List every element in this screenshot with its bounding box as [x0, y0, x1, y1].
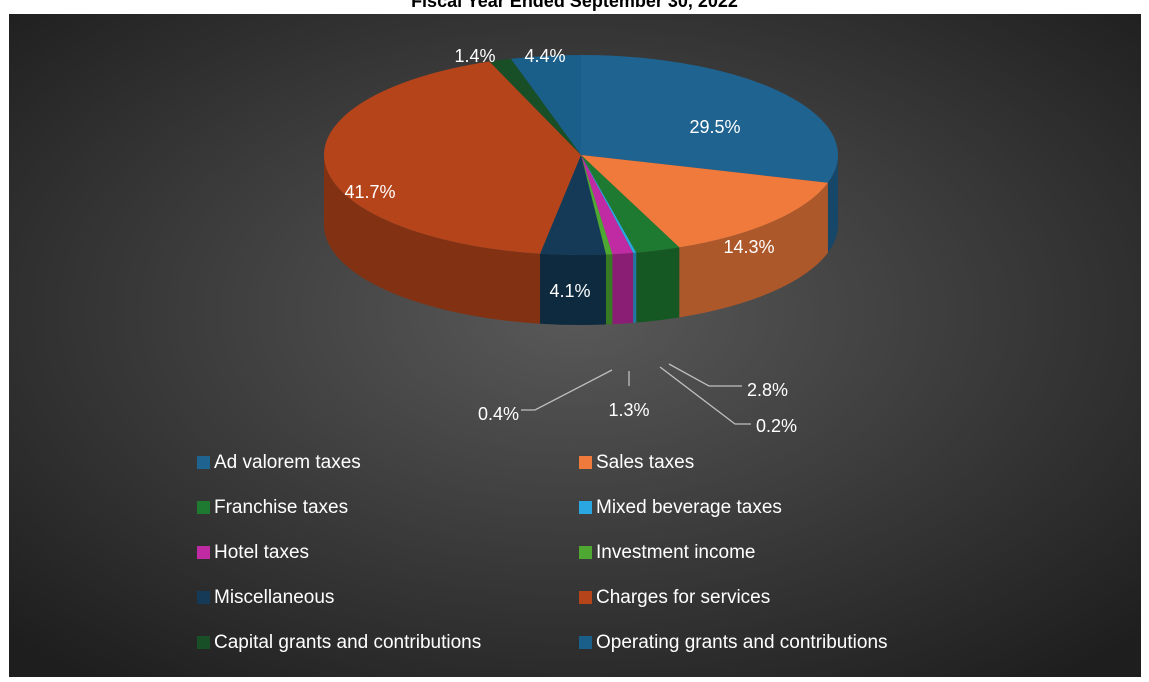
pie-slice-sales-taxes[interactable]: [581, 155, 828, 248]
legend-label-charges-for-services: Charges for services: [596, 587, 770, 608]
pie-slice-ad-valorem-taxes[interactable]: [581, 55, 838, 183]
legend-swatch-hotel-taxes: [197, 546, 210, 559]
data-label-operating-grants-and-contributions: 4.4%: [524, 46, 565, 66]
data-label-franchise-taxes: 2.8%: [747, 380, 788, 400]
pie-side-sales-taxes: [679, 182, 828, 318]
legend-swatch-mixed-beverage-taxes: [579, 501, 592, 514]
pie-slice-investment-income[interactable]: [581, 155, 613, 255]
data-label-capital-grants-and-contributions: 1.4%: [454, 46, 495, 66]
legend-label-franchise-taxes: Franchise taxes: [214, 497, 348, 518]
chart-panel: 29.5% 14.3% 2.8% 0.2% 1.3% 0.4% 4.1% 41.7% 1.4% 4…: [9, 14, 1141, 677]
legend-label-mixed-beverage-taxes: Mixed beverage taxes: [596, 497, 782, 518]
data-label-miscellaneous: 4.1%: [549, 281, 590, 301]
data-label-sales-taxes: 14.3%: [723, 237, 774, 257]
pie-side-franchise-taxes: [636, 247, 680, 323]
pie-slice-franchise-taxes[interactable]: [581, 155, 680, 253]
pie-side-ad-valorem-taxes: [827, 155, 838, 253]
pie-side-charges-for-services: [323, 155, 541, 324]
pie-chart-svg: 29.5% 14.3% 2.8% 0.2% 1.3% 0.4% 4.1% 41.7% 1.4% 4…: [9, 14, 1141, 677]
legend-swatch-investment-income: [579, 546, 592, 559]
legend-label-operating-grants-and-contributions: Operating grants and contributions: [596, 632, 888, 653]
legend-swatch-operating-grants-and-contributions: [579, 636, 592, 649]
data-label-charges-for-services: 41.7%: [344, 182, 395, 202]
pie-slice-miscellaneous[interactable]: [540, 155, 606, 255]
legend-label-ad-valorem-taxes: Ad valorem taxes: [214, 452, 361, 473]
data-label-investment-income: 0.4%: [478, 404, 519, 424]
legend-swatch-franchise-taxes: [197, 501, 210, 514]
pie-slice-hotel-taxes[interactable]: [581, 155, 634, 255]
pie-slice-mixed-beverage-taxes[interactable]: [581, 155, 637, 253]
legend-swatch-capital-grants-and-contributions: [197, 636, 210, 649]
data-label-hotel-taxes: 1.3%: [608, 400, 649, 420]
pie-slice-capital-grants-and-contributions[interactable]: [489, 58, 581, 155]
legend-label-miscellaneous: Miscellaneous: [214, 587, 334, 608]
legend-label-sales-taxes: Sales taxes: [596, 452, 694, 473]
pie-side-mixed-beverage-taxes: [633, 252, 637, 323]
legend-swatch-miscellaneous: [197, 591, 210, 604]
pie-slice-charges-for-services[interactable]: [324, 61, 581, 254]
leader-line-franchise-taxes: [668, 363, 742, 387]
legend-label-capital-grants-and-contributions: Capital grants and contributions: [214, 632, 481, 653]
pie-side-miscellaneous: [540, 253, 606, 325]
legend-swatch-charges-for-services: [579, 591, 592, 604]
legend-swatch-ad-valorem-taxes: [197, 456, 210, 469]
pie-side-hotel-taxes: [612, 252, 634, 325]
pie-slice-operating-grants-and-contributions[interactable]: [510, 55, 581, 155]
leader-line-investment-income: [521, 369, 613, 411]
data-label-ad-valorem-taxes: 29.5%: [689, 117, 740, 137]
leader-line-mixed-beverage-taxes: [659, 366, 751, 425]
chart-title: Fiscal Year Ended September 30, 2022: [411, 0, 738, 11]
data-label-mixed-beverage-taxes: 0.2%: [756, 416, 797, 436]
legend-swatch-sales-taxes: [579, 456, 592, 469]
legend-label-hotel-taxes: Hotel taxes: [214, 542, 309, 563]
pie-side-investment-income: [605, 254, 613, 325]
legend-label-investment-income: Investment income: [596, 542, 755, 563]
